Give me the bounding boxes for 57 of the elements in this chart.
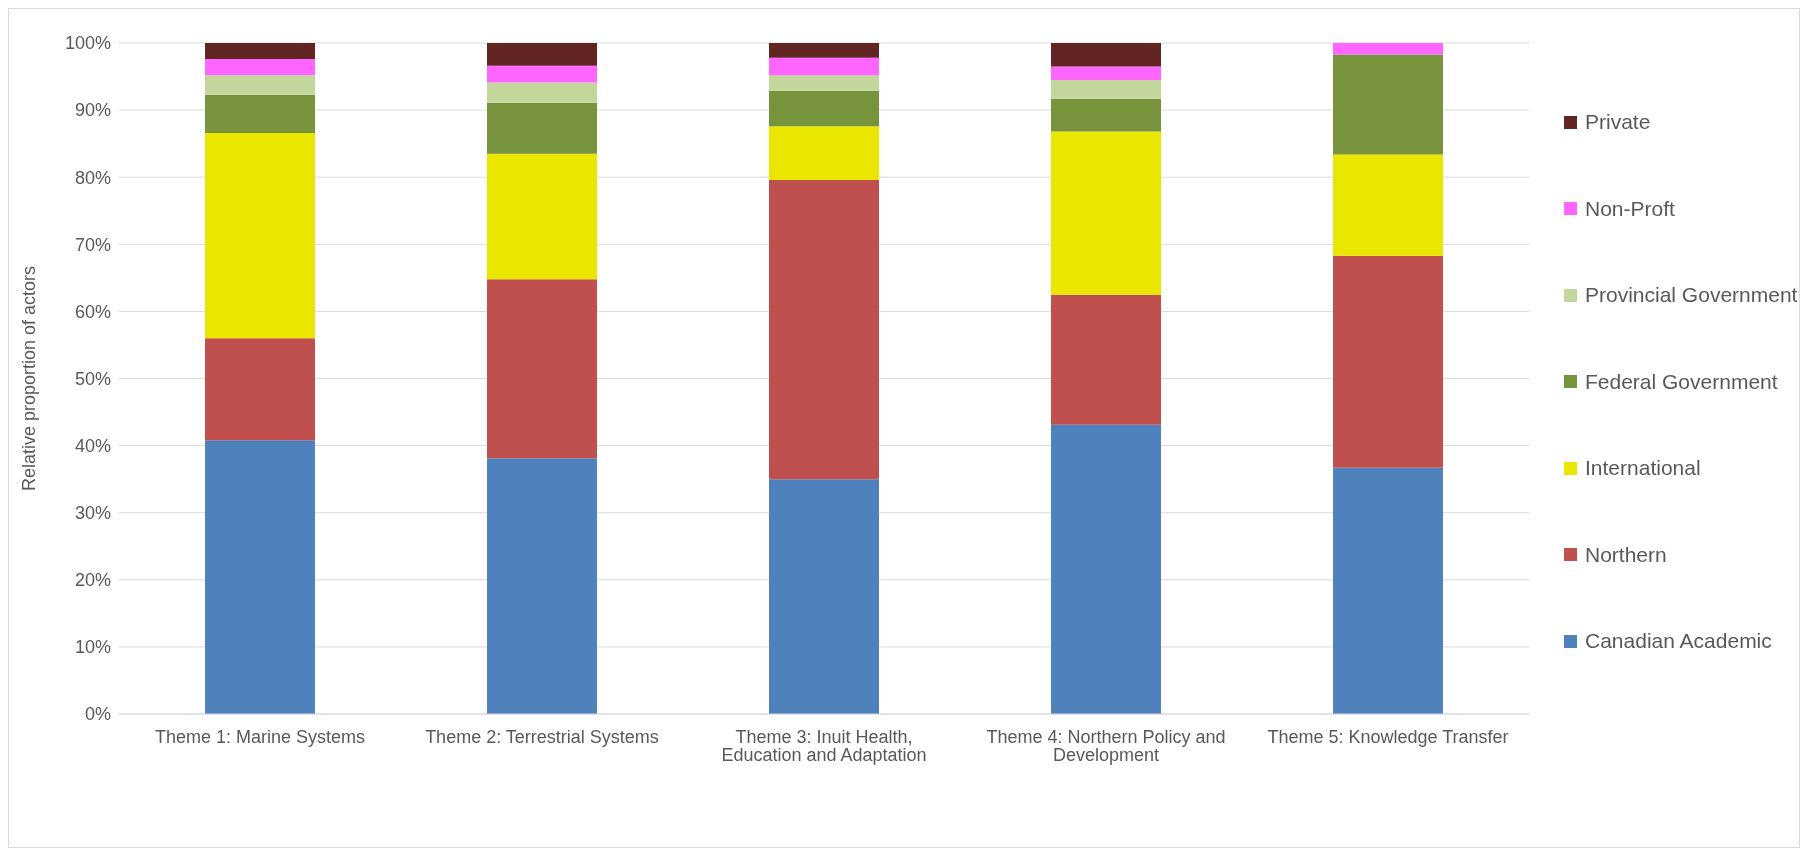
bar <box>205 440 315 714</box>
bar <box>1333 43 1443 55</box>
bar <box>769 126 879 180</box>
bar <box>769 90 879 127</box>
bar <box>1333 154 1443 256</box>
bar <box>1051 66 1161 80</box>
bar <box>205 43 315 60</box>
legend-label: Provincial Government <box>1585 283 1798 308</box>
legend-label: Northern <box>1585 542 1667 567</box>
legend-label: International <box>1585 456 1701 481</box>
y-tick-label: 40% <box>74 435 111 456</box>
y-tick-label: 100% <box>64 33 111 54</box>
bar <box>769 75 879 91</box>
bar <box>1051 424 1161 714</box>
y-axis-title: Relative proportion of actors <box>19 265 40 492</box>
legend-label: Federal Government <box>1585 369 1778 394</box>
bar <box>1333 54 1443 155</box>
bar <box>487 65 597 83</box>
y-tick-label: 20% <box>74 570 111 591</box>
y-tick-label: 70% <box>74 234 111 255</box>
bar <box>487 153 597 280</box>
legend-label: Canadian Academic <box>1585 629 1772 654</box>
bar <box>1051 98 1161 132</box>
y-tick-label: 90% <box>74 100 111 121</box>
bar <box>205 338 315 441</box>
bar <box>1051 43 1161 67</box>
bar <box>205 59 315 76</box>
bar <box>1051 131 1161 295</box>
legend-label: Non-Proft <box>1585 196 1675 221</box>
bar <box>1333 255 1443 468</box>
x-tick-label: Theme 2: Terrestrial Systems <box>425 726 659 747</box>
bar <box>205 132 315 339</box>
bar <box>487 43 597 66</box>
bar <box>769 479 879 714</box>
bar <box>1051 79 1161 99</box>
bar <box>769 57 879 76</box>
y-tick-label: 60% <box>74 301 111 322</box>
bar <box>1333 467 1443 714</box>
y-tick-label: 0% <box>84 704 111 725</box>
x-tick-label: Theme 4: Northern Policy and Development <box>986 726 1226 765</box>
bar <box>487 279 597 459</box>
bar <box>769 179 879 480</box>
bar <box>487 82 597 103</box>
legend-label: Private <box>1585 110 1651 135</box>
y-tick-label: 80% <box>74 167 111 188</box>
bar <box>487 458 597 714</box>
bar <box>487 102 597 154</box>
x-tick-label: Theme 3: Inuit Health, Education and Adaptation <box>721 726 927 765</box>
y-tick-label: 30% <box>74 503 111 524</box>
bar <box>769 43 879 58</box>
y-tick-label: 50% <box>74 368 111 389</box>
bar <box>205 75 315 95</box>
bar <box>1051 294 1161 425</box>
bar <box>205 94 315 133</box>
x-tick-label: Theme 1: Marine Systems <box>154 726 366 747</box>
y-tick-label: 10% <box>74 637 111 658</box>
x-tick-label: Theme 5: Knowledge Transfer <box>1267 726 1509 747</box>
